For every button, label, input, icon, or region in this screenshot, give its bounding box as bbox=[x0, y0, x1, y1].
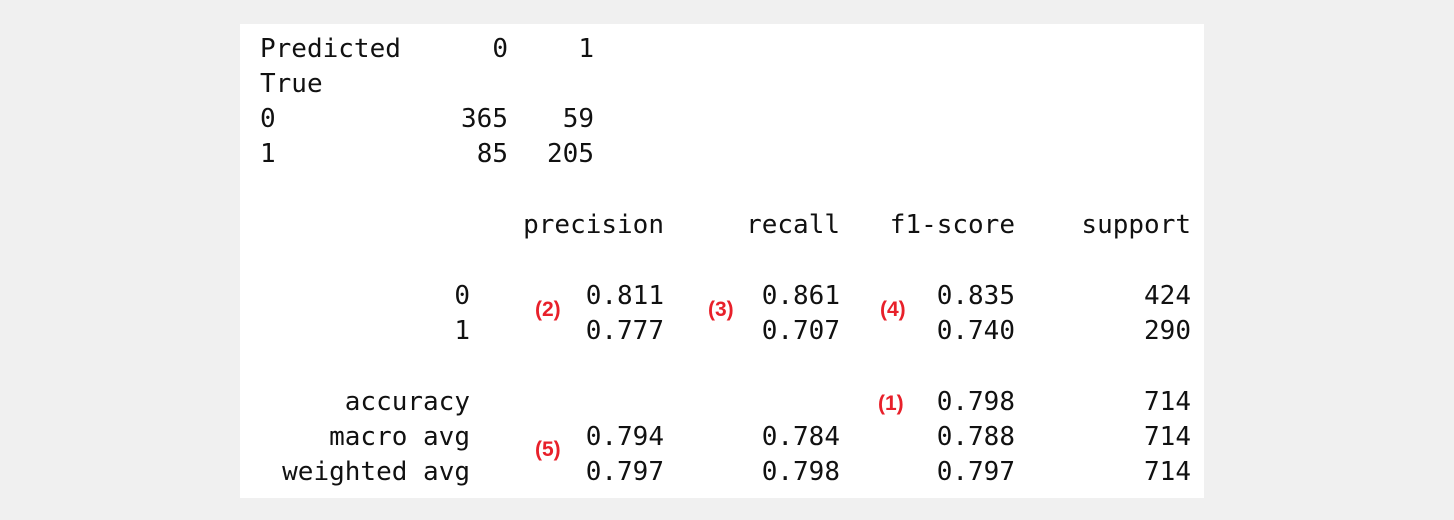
support-value: 714 bbox=[1144, 422, 1191, 452]
support-value: 714 bbox=[1144, 457, 1191, 487]
support-value: 424 bbox=[1144, 281, 1191, 311]
support-value: 714 bbox=[1144, 387, 1191, 417]
cm-col-label-0: 0 bbox=[492, 34, 508, 64]
header-recall: recall bbox=[746, 210, 840, 240]
marker-recall: (3) bbox=[708, 298, 734, 321]
cm-cell-0-0: 365 bbox=[461, 104, 508, 134]
cm-cell-1-0: 85 bbox=[476, 139, 508, 169]
marker-macro: (5) bbox=[535, 438, 561, 461]
marker-f1: (4) bbox=[880, 298, 906, 321]
precision-value: 0.794 bbox=[585, 422, 664, 452]
cm-header-label: Predicted bbox=[260, 34, 401, 64]
cm-row-label-0: 0 bbox=[260, 104, 276, 134]
header-precision: precision bbox=[523, 210, 664, 240]
precision-value: 0.811 bbox=[585, 281, 664, 311]
precision-value: 0.797 bbox=[585, 457, 664, 487]
marker-accuracy: (1) bbox=[878, 392, 904, 415]
f1-value: 0.798 bbox=[936, 387, 1015, 417]
f1-value: 0.740 bbox=[936, 316, 1015, 346]
recall-value: 0.798 bbox=[761, 457, 840, 487]
output-panel: Predicted 0 1 True 0 365 59 1 85 205 pre… bbox=[240, 24, 1204, 498]
support-value: 290 bbox=[1144, 316, 1191, 346]
recall-value: 0.707 bbox=[761, 316, 840, 346]
row-label: 0 bbox=[454, 281, 470, 311]
cm-cell-0-1: 59 bbox=[562, 104, 594, 134]
f1-value: 0.788 bbox=[936, 422, 1015, 452]
recall-value: 0.784 bbox=[761, 422, 840, 452]
cm-col-label-1: 1 bbox=[578, 34, 594, 64]
row-label: 1 bbox=[454, 316, 470, 346]
recall-value: 0.861 bbox=[761, 281, 840, 311]
header-f1-score: f1-score bbox=[889, 210, 1015, 240]
cm-cell-1-1: 205 bbox=[547, 139, 594, 169]
cm-index-label: True bbox=[260, 69, 323, 99]
precision-value: 0.777 bbox=[585, 316, 664, 346]
row-label: macro avg bbox=[329, 422, 470, 452]
f1-value: 0.835 bbox=[936, 281, 1015, 311]
row-label: accuracy bbox=[344, 387, 470, 417]
f1-value: 0.797 bbox=[936, 457, 1015, 487]
cm-row-label-1: 1 bbox=[260, 139, 276, 169]
marker-precision: (2) bbox=[535, 298, 561, 321]
row-label: weighted avg bbox=[282, 457, 470, 487]
header-support: support bbox=[1081, 210, 1191, 240]
